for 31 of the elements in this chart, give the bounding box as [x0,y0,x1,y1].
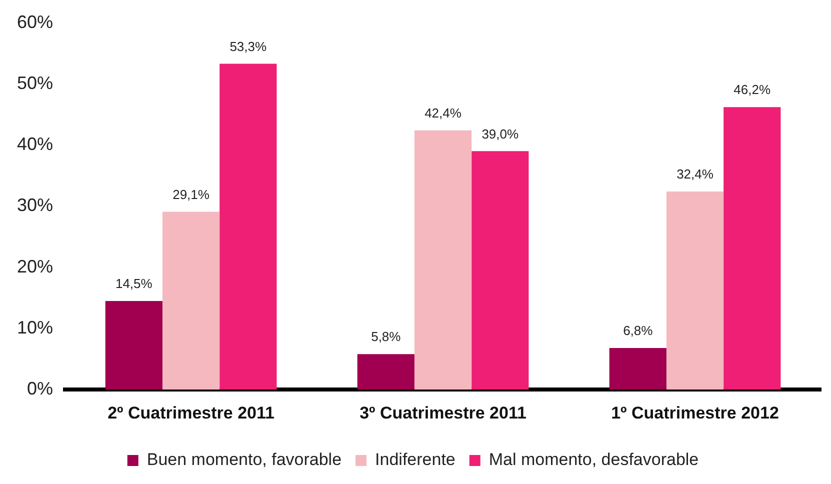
bar [609,348,666,390]
bar [666,192,724,390]
legend-label: Indiferente [375,450,456,470]
y-tick-label: 40% [16,134,54,154]
bar [220,64,277,390]
data-label: 42,4% [424,105,462,120]
y-tick-label: 30% [16,195,54,216]
y-tick-label: 50% [16,72,54,93]
x-tick-label: 2º Cuatrimestre 2011 [108,403,274,422]
y-tick-label: 60% [16,12,54,32]
data-label: 32,4% [676,166,714,182]
bar [162,212,220,390]
data-label: 39,0% [482,126,519,142]
x-tick-label: 1º Cuatrimestre 2012 [611,403,779,422]
y-tick-label: 0% [27,378,54,399]
bar [724,107,781,390]
data-label: 46,2% [734,82,771,98]
data-label: 6,8% [623,323,654,338]
legend-label: Mal momento, desfavorable [488,450,699,470]
y-tick-label: 20% [16,256,54,276]
bar [472,151,529,390]
bar [414,130,472,390]
data-label: 53,3% [230,38,268,54]
bar [357,354,414,390]
x-tick-label: 3º Cuatrimestre 2011 [360,403,526,422]
data-label: 5,8% [371,329,402,344]
y-tick-label: 10% [16,317,54,338]
bar [105,300,162,390]
legend-label: Buen momento, favorable [146,450,342,470]
data-label: 29,1% [172,186,210,202]
data-label: 14,5% [115,276,153,292]
